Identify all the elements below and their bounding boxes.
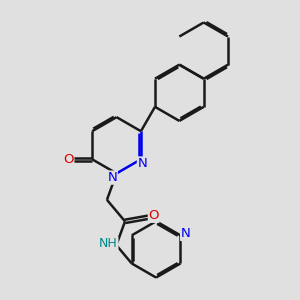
Text: NH: NH: [99, 237, 118, 250]
Text: N: N: [107, 171, 117, 184]
Text: N: N: [137, 157, 147, 170]
Text: O: O: [63, 153, 74, 166]
Text: O: O: [148, 209, 159, 222]
Text: N: N: [181, 227, 190, 240]
